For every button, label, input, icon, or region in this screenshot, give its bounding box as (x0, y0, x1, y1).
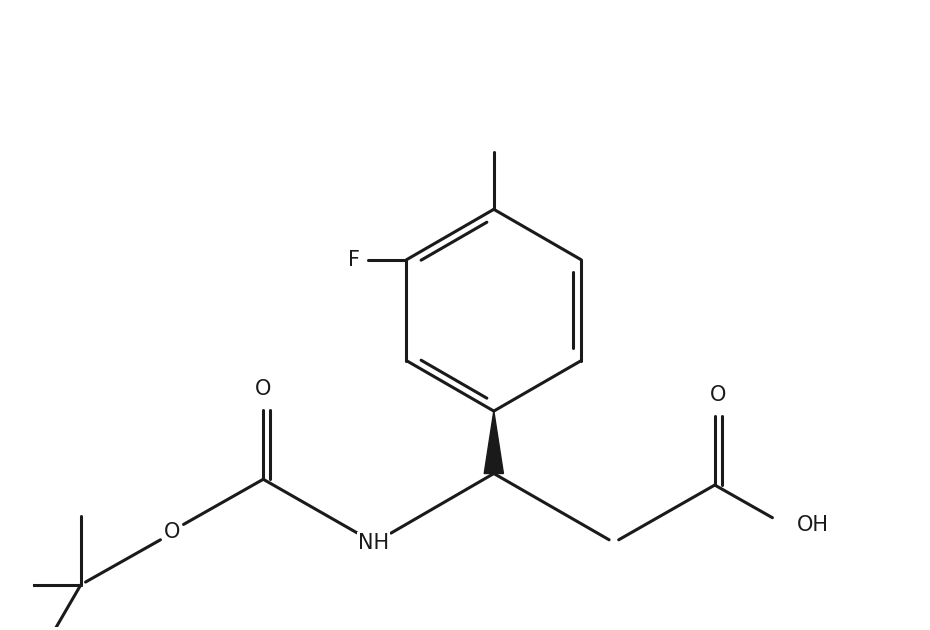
Text: F: F (348, 249, 360, 270)
Text: OH: OH (796, 515, 829, 535)
Text: O: O (710, 385, 725, 404)
Text: O: O (255, 379, 272, 399)
Text: O: O (164, 522, 180, 542)
Text: NH: NH (358, 533, 390, 553)
Polygon shape (485, 411, 503, 474)
